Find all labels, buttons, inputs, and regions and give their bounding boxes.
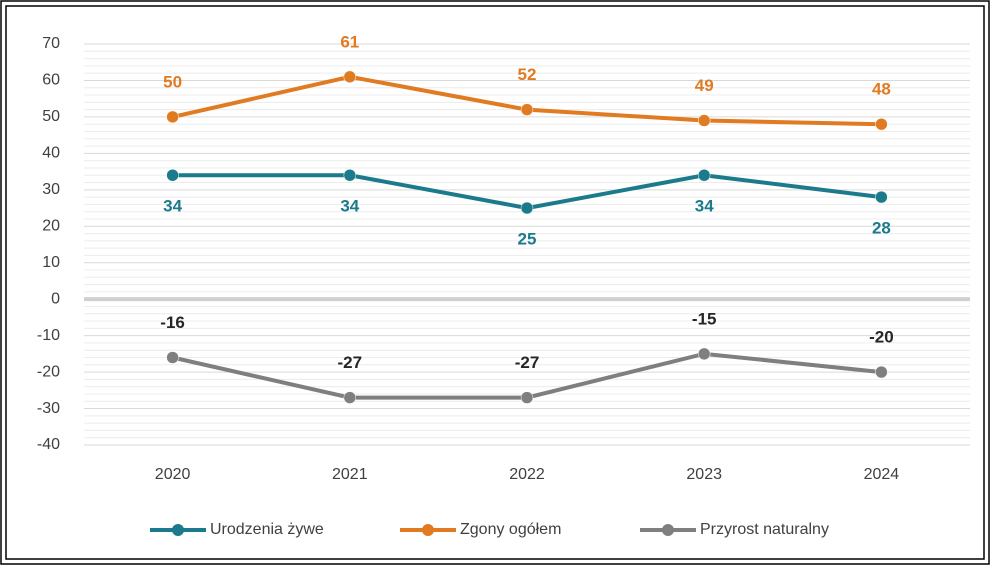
data-label: 34 <box>340 197 359 216</box>
y-tick-label: -30 <box>37 400 60 417</box>
data-point <box>697 347 711 361</box>
legend-label: Zgony ogółem <box>460 521 561 538</box>
legend-marker <box>422 524 434 536</box>
data-label: -20 <box>869 328 894 347</box>
x-tick-label: 2023 <box>686 466 722 483</box>
data-label: 52 <box>518 65 537 84</box>
y-tick-label: 20 <box>42 217 60 234</box>
data-label: 50 <box>163 72 182 91</box>
data-label: 34 <box>695 197 714 216</box>
data-label: -27 <box>515 353 540 372</box>
data-point <box>166 110 179 124</box>
y-tick-label: 50 <box>42 108 60 125</box>
data-point <box>520 201 534 215</box>
y-tick-label: 60 <box>42 72 60 89</box>
data-point <box>166 168 179 182</box>
y-tick-label: -10 <box>37 327 60 344</box>
marks: 34 34 25 34 28 50 61 52 49 48 -16 -27 -27 -15 -20 <box>160 32 894 404</box>
data-point <box>343 70 357 84</box>
data-point <box>166 351 179 364</box>
legend-label: Urodzenia żywe <box>210 521 324 538</box>
y-tick-label: -20 <box>37 363 60 380</box>
data-label: -16 <box>160 313 185 332</box>
x-tick-label: 2021 <box>332 466 368 483</box>
y-tick-label: 40 <box>42 145 60 162</box>
data-label: -15 <box>692 309 717 328</box>
x-tick-label: 2024 <box>864 466 900 483</box>
data-point <box>697 114 711 127</box>
y-tick-label: -40 <box>37 436 60 453</box>
data-label: 28 <box>872 219 891 238</box>
data-label: 48 <box>872 80 891 99</box>
data-label: 49 <box>695 76 714 95</box>
data-point <box>520 391 534 404</box>
data-label: 34 <box>163 197 182 216</box>
data-label: 61 <box>340 32 359 51</box>
legend-label: Przyrost naturalny <box>700 521 829 538</box>
x-tick-label: 2022 <box>509 466 545 483</box>
data-point <box>875 190 888 204</box>
legend-marker <box>662 524 674 536</box>
y-tick-label: 70 <box>42 35 60 52</box>
data-point <box>697 168 711 182</box>
y-tick-label: 0 <box>51 290 60 307</box>
data-label: -27 <box>338 353 363 372</box>
inner-frame <box>5 5 985 560</box>
x-tick-label: 2020 <box>155 466 191 483</box>
data-point <box>343 391 357 404</box>
data-point <box>875 365 888 379</box>
data-point <box>875 117 888 131</box>
data-point <box>343 168 357 182</box>
y-tick-label: 10 <box>42 254 60 271</box>
legend-marker <box>172 524 184 536</box>
data-label: 25 <box>518 230 537 249</box>
y-tick-label: 30 <box>42 181 60 198</box>
data-point <box>520 103 534 116</box>
